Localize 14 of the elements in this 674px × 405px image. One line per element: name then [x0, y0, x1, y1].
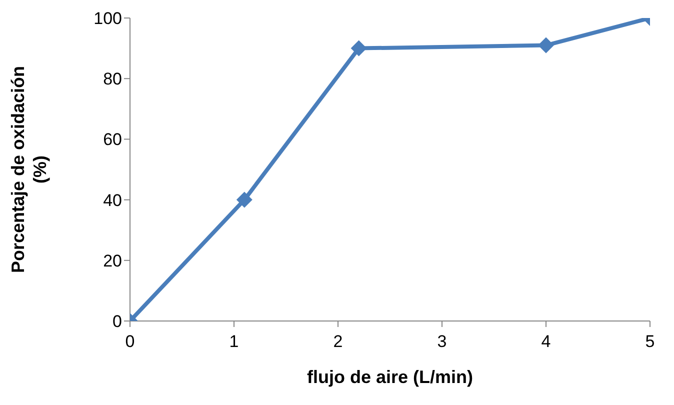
x-tick-label: 3	[437, 332, 447, 352]
y-tick-label: 80	[103, 70, 122, 89]
x-tick-label: 5	[645, 332, 655, 352]
y-tick-label: 0	[112, 312, 122, 332]
y-tick-label: 20	[103, 251, 122, 270]
x-tick-label: 1	[229, 332, 239, 352]
x-tick-label: 2	[333, 332, 343, 352]
y-tick-label: 100	[94, 9, 122, 28]
x-axis-title: flujo de aire (L/min)	[306, 367, 474, 387]
y-tick-label: 40	[103, 190, 122, 210]
x-tick-label: 0	[125, 332, 135, 352]
y-tick-label: 60	[103, 130, 122, 150]
y-axis-title: Porcentaje de oxidación (%)	[8, 66, 50, 274]
x-tick-label: 4	[541, 332, 551, 352]
